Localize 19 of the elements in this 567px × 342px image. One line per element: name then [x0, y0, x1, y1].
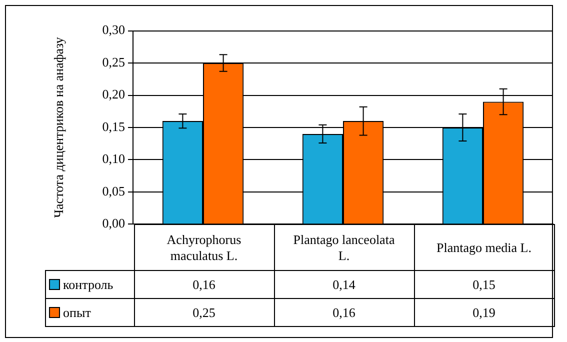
y-tick-label: 0,15 [102, 118, 125, 134]
y-axis-title: Частота дицентриков на анафазу [51, 36, 66, 218]
data-label: 0,16 [274, 298, 414, 326]
y-tick-label: 0,05 [102, 183, 125, 198]
data-label: 0,14 [274, 270, 414, 298]
y-tick-label: 0,30 [102, 22, 125, 38]
data-label: 0,15 [414, 270, 554, 298]
data-label: 0,19 [414, 298, 554, 326]
x-tick-label: Achyrophorus maculatus L. [134, 224, 274, 270]
y-tick-label: 0,10 [102, 151, 125, 166]
x-tick-label: Plantago media L. [414, 224, 554, 270]
data-label: 0,16 [134, 270, 274, 298]
legend-label: контроль [46, 270, 134, 298]
y-tick-label: 0,20 [102, 86, 125, 102]
y-tick-label: 0,00 [102, 216, 125, 231]
y-tick-label: 0,25 [102, 54, 125, 70]
x-tick-label: Plantago lanceolata L. [274, 224, 414, 270]
legend-label: опыт [46, 298, 134, 326]
data-label: 0,25 [134, 298, 274, 326]
